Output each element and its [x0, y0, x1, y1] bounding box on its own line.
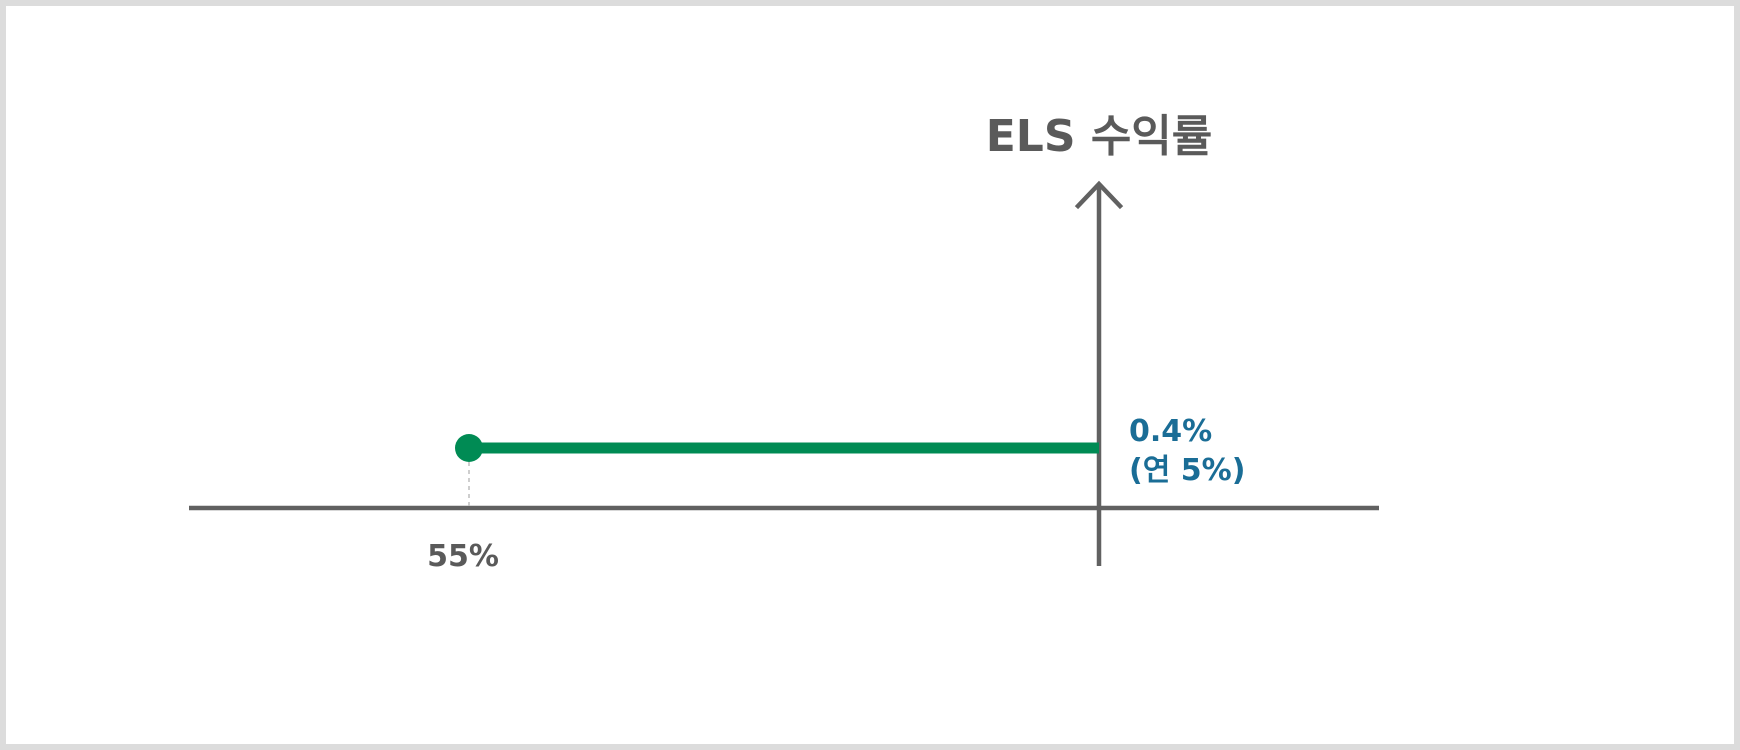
payoff-chart: ELS 수익률 55% 0.4% (연 5%) [189, 111, 1379, 574]
y-axis-title: ELS 수익률 [986, 111, 1213, 162]
barrier-point [455, 434, 483, 462]
y-axis-arrow-icon [1074, 180, 1124, 210]
x-tick-label: 55% [427, 539, 499, 574]
value-label: 0.4% [1129, 414, 1212, 449]
value-label-annual: (연 5%) [1129, 453, 1245, 488]
